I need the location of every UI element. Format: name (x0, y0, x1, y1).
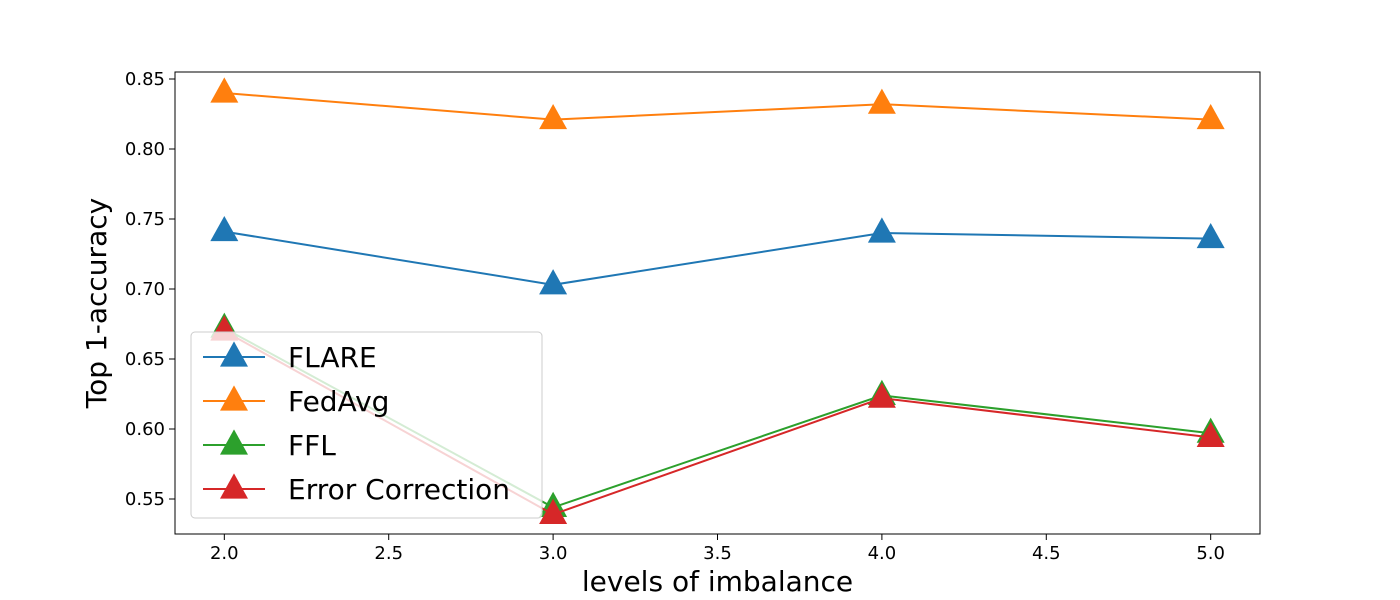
y-tick-label: 0.85 (125, 69, 165, 90)
x-tick-label: 3.5 (703, 543, 732, 564)
y-axis-label: Top 1-accuracy (80, 198, 113, 409)
legend-item-flare: FLARE (203, 341, 377, 374)
legend-label: FFL (288, 429, 336, 462)
legend-item-ffl: FFL (203, 429, 336, 462)
x-tick-label: 3.0 (539, 543, 568, 564)
x-tick-label: 4.0 (868, 543, 897, 564)
legend-marker (220, 473, 248, 499)
series-fedavg (210, 77, 1225, 130)
legend-label: Error Correction (288, 473, 510, 506)
x-axis-label: levels of imbalance (582, 565, 853, 598)
data-point-flare (539, 269, 568, 295)
series-line-fedavg (224, 92, 1211, 121)
x-tick-label: 5.0 (1196, 543, 1225, 564)
data-point-flare (1196, 222, 1225, 249)
x-tick-label: 2.0 (210, 543, 239, 564)
legend-box (190, 331, 543, 519)
data-point-error-correction (867, 382, 896, 408)
series-flare (210, 215, 1225, 295)
series-line-flare (224, 230, 1211, 286)
data-point-error-correction (539, 498, 568, 524)
y-tick-label: 0.65 (125, 349, 165, 370)
y-tick-label: 0.80 (125, 139, 165, 160)
y-tick-label: 0.55 (125, 489, 165, 510)
ticks-layer: 2.0 2.5 3.0 3.5 4.0 4.5 5.0 0.55 0.60 0.65 0.70 0.7… (125, 69, 1225, 564)
legend-label: FLARE (288, 341, 377, 374)
x-tick-label: 4.5 (1032, 543, 1061, 564)
legend-label: FedAvg (288, 385, 389, 418)
x-tick-label: 2.5 (374, 543, 403, 564)
y-tick-label: 0.75 (125, 209, 165, 230)
data-point-fedavg (210, 77, 239, 103)
y-tick-label: 0.60 (125, 419, 165, 440)
legend-item-error-correction: Error Correction (203, 473, 510, 506)
data-point-flare (867, 217, 896, 243)
data-point-fedavg (539, 103, 568, 130)
legend: FLARE FedAvg FFL Error Correction (190, 331, 543, 519)
data-point-error-correction (1196, 421, 1225, 447)
data-point-flare (210, 215, 239, 242)
data-point-fedavg (1196, 103, 1225, 130)
legend-marker (220, 429, 248, 455)
legend-marker (220, 385, 248, 411)
y-tick-label: 0.70 (125, 279, 165, 300)
plot-frame (174, 71, 1261, 535)
legend-marker (220, 341, 248, 367)
legend-item-fedavg: FedAvg (203, 385, 389, 418)
data-point-fedavg (867, 88, 896, 114)
